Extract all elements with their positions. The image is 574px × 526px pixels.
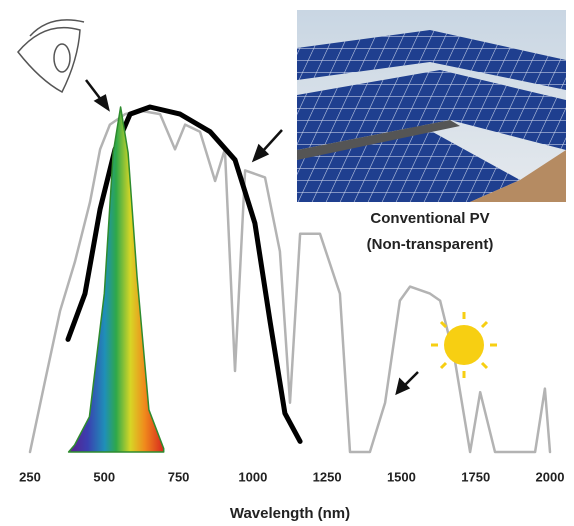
x-tick-label: 250 [19,469,41,484]
annotation: Conventional PV [370,210,489,227]
x-tick-label: 1000 [238,469,267,484]
annotation: (Non-transparent) [367,236,494,253]
arrow [85,79,419,396]
x-tick-label: 1750 [461,469,490,484]
x-axis-label: Wavelength (nm) [230,505,350,522]
line [65,104,303,444]
sun-icon [431,312,497,378]
area [67,106,165,453]
x-tick-label: 500 [93,469,115,484]
x-tick-label: 750 [168,469,190,484]
x-tick-label: 1500 [387,469,416,484]
eye-icon [17,19,85,94]
pv-photo [297,10,566,202]
x-tick-label: 1250 [313,469,342,484]
x-tick-label: 2000 [536,469,565,484]
